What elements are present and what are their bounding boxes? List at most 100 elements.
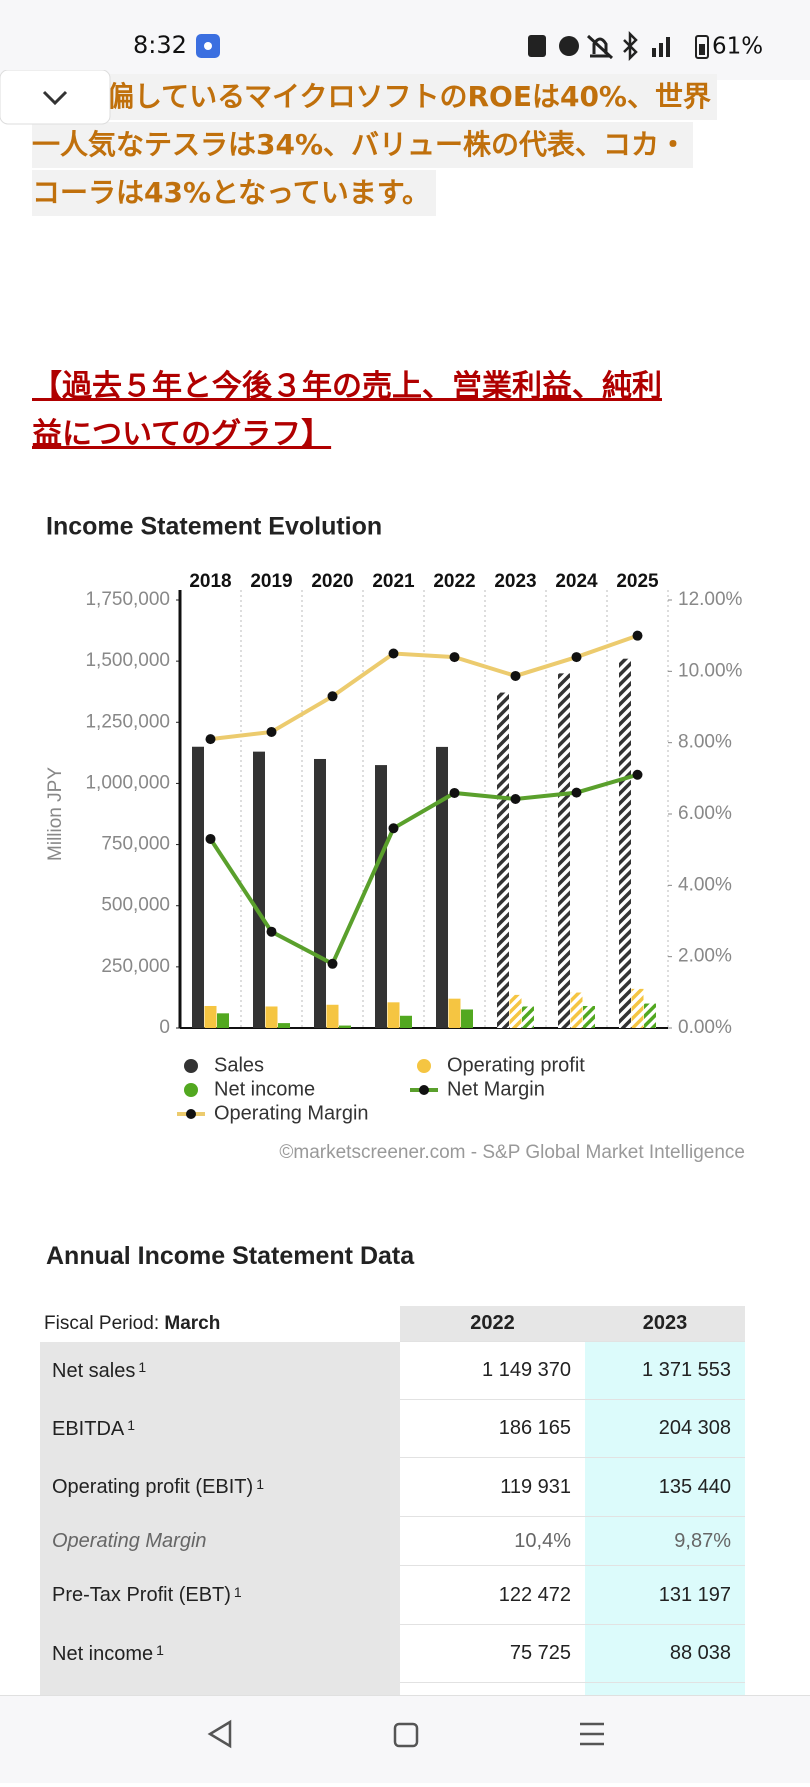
bar (558, 673, 570, 1028)
section-heading: 【過去５年と今後３年の売上、営業利益、純利 (32, 369, 662, 404)
battery-percent: 61% (712, 34, 763, 60)
footnote: 1 (156, 1642, 164, 1658)
bar (204, 1005, 217, 1028)
value-cell: 88 038 (585, 1625, 745, 1683)
row-label-cell: Operating profit (EBIT) 1 (40, 1458, 400, 1517)
value-cell: 122 472 (400, 1566, 585, 1625)
line-point (388, 823, 399, 834)
x-tick-label: 2020 (311, 571, 353, 592)
clock: 8:32 (133, 31, 187, 59)
bar (265, 1006, 278, 1028)
y-axis-label: Million JPY (45, 767, 66, 861)
legend-dot (186, 1109, 196, 1119)
home-button[interactable] (393, 1722, 419, 1748)
data-table: Annual Income Statement Data Fiscal Peri… (40, 1236, 745, 1695)
y-tick-label: 1,000,000 (85, 772, 170, 793)
line-point (205, 833, 216, 844)
row-label: Net income (52, 1642, 154, 1665)
period-label: Fiscal Period: (44, 1313, 160, 1334)
line-point (266, 926, 277, 937)
chart: Income Statement Evolution Million JPY ©… (45, 513, 745, 1163)
bar (522, 1006, 534, 1028)
row-label: Operating Margin (52, 1530, 207, 1552)
value-cell: 1 149 370 (400, 1342, 585, 1400)
value-cell: 9,87% (585, 1517, 745, 1566)
x-tick-label: 2025 (616, 571, 659, 592)
table-row: Net income 1 75 725 88 038 (40, 1625, 745, 1683)
value-cell: 10,4% (400, 1517, 585, 1566)
bar (217, 1013, 229, 1028)
bar (253, 751, 265, 1028)
line-point (327, 691, 338, 702)
bar (570, 992, 583, 1028)
back-button[interactable] (207, 1719, 232, 1749)
article: 偏しているマイクロソフトのROEは40%、世界 一人気なテスラは34%、バリュー… (0, 70, 810, 1695)
bar (339, 1025, 351, 1028)
x-tick-label: 2022 (433, 571, 475, 592)
row-label-cell: Net margin (40, 1683, 400, 1695)
y2-tick-label: 2.00% (678, 946, 732, 967)
bar (192, 746, 204, 1028)
legend-swatch (184, 1083, 198, 1097)
paragraph-line: コーラは43%となっています。 (32, 170, 436, 216)
value-cell: 6,42% (585, 1683, 745, 1695)
signal-bar (652, 48, 656, 57)
row-label: Net sales (52, 1359, 136, 1382)
line-point (632, 769, 643, 780)
table-body: Net sales 1 1 149 370 1 371 553 EBITDA 1 186 1… (40, 1342, 745, 1695)
footnote: 1 (127, 1417, 136, 1433)
bar (619, 658, 631, 1028)
table-title: Annual Income Statement Data (46, 1242, 415, 1270)
chevron (42, 90, 68, 106)
row-label-cell: Net income 1 (40, 1625, 400, 1683)
chart-credit: ©marketscreener.com - S&P Global Market … (279, 1142, 745, 1163)
paragraph-line: 一人気なテスラは34%、バリュー株の代表、コカ・ (32, 122, 694, 168)
button-bg (0, 70, 111, 125)
footnote: 1 (138, 1359, 147, 1375)
period-cell: Fiscal Period: March (40, 1306, 400, 1342)
value-cell: 1 371 553 (585, 1342, 745, 1400)
value-cell: 6,59% (400, 1683, 585, 1695)
bar (583, 1005, 595, 1028)
y-tick-label: 1,250,000 (85, 711, 170, 732)
value-cell: 204 308 (585, 1400, 745, 1458)
bar (497, 692, 509, 1028)
y-tick-label: 1,750,000 (85, 589, 170, 610)
section-heading: 益についてのグラフ】 (32, 417, 332, 452)
bar (631, 988, 644, 1028)
y-tick-label: 250,000 (101, 956, 170, 977)
table-row: Operating Margin 10,4% 9,87% (40, 1517, 745, 1566)
row-label: Pre-Tax Profit (EBT) (52, 1584, 231, 1606)
bar (326, 1004, 339, 1028)
line-point (327, 958, 338, 969)
row-label-cell: EBITDA 1 (40, 1400, 400, 1458)
value-cell: 119 931 (400, 1458, 585, 1517)
row-label: Operating profit (EBIT) (52, 1476, 254, 1498)
bar (461, 1009, 473, 1028)
legend-swatch (184, 1059, 198, 1073)
nfc-icon (528, 35, 546, 57)
y2-tick-label: 8.00% (678, 732, 732, 753)
value-cell: 135 440 (585, 1458, 745, 1517)
footnote: 1 (256, 1475, 264, 1492)
period-value: March (164, 1313, 221, 1334)
x-tick-label: 2021 (372, 571, 415, 592)
line-point (571, 652, 582, 663)
menu-button[interactable] (580, 1722, 604, 1746)
bar (436, 746, 448, 1028)
collapse-button[interactable] (0, 70, 112, 126)
column-header: 2022 (400, 1306, 585, 1342)
table-row: EBITDA 1 186 165 204 308 (40, 1400, 745, 1458)
y2-tick-label: 10.00% (678, 660, 743, 681)
paragraph-line: 偏しているマイクロソフトのROEは40%、世界 (106, 74, 717, 120)
line-point (205, 734, 216, 745)
value-cell: 75 725 (400, 1625, 585, 1683)
y-tick-label: 750,000 (101, 834, 170, 855)
table-row: Operating profit (EBIT) 1 119 931 135 440 (40, 1458, 745, 1517)
bar (387, 1002, 400, 1028)
line-point (571, 787, 582, 798)
nav-icons (207, 1719, 604, 1749)
line-series (210, 633, 639, 742)
bar (278, 1023, 290, 1028)
bar (509, 994, 522, 1028)
